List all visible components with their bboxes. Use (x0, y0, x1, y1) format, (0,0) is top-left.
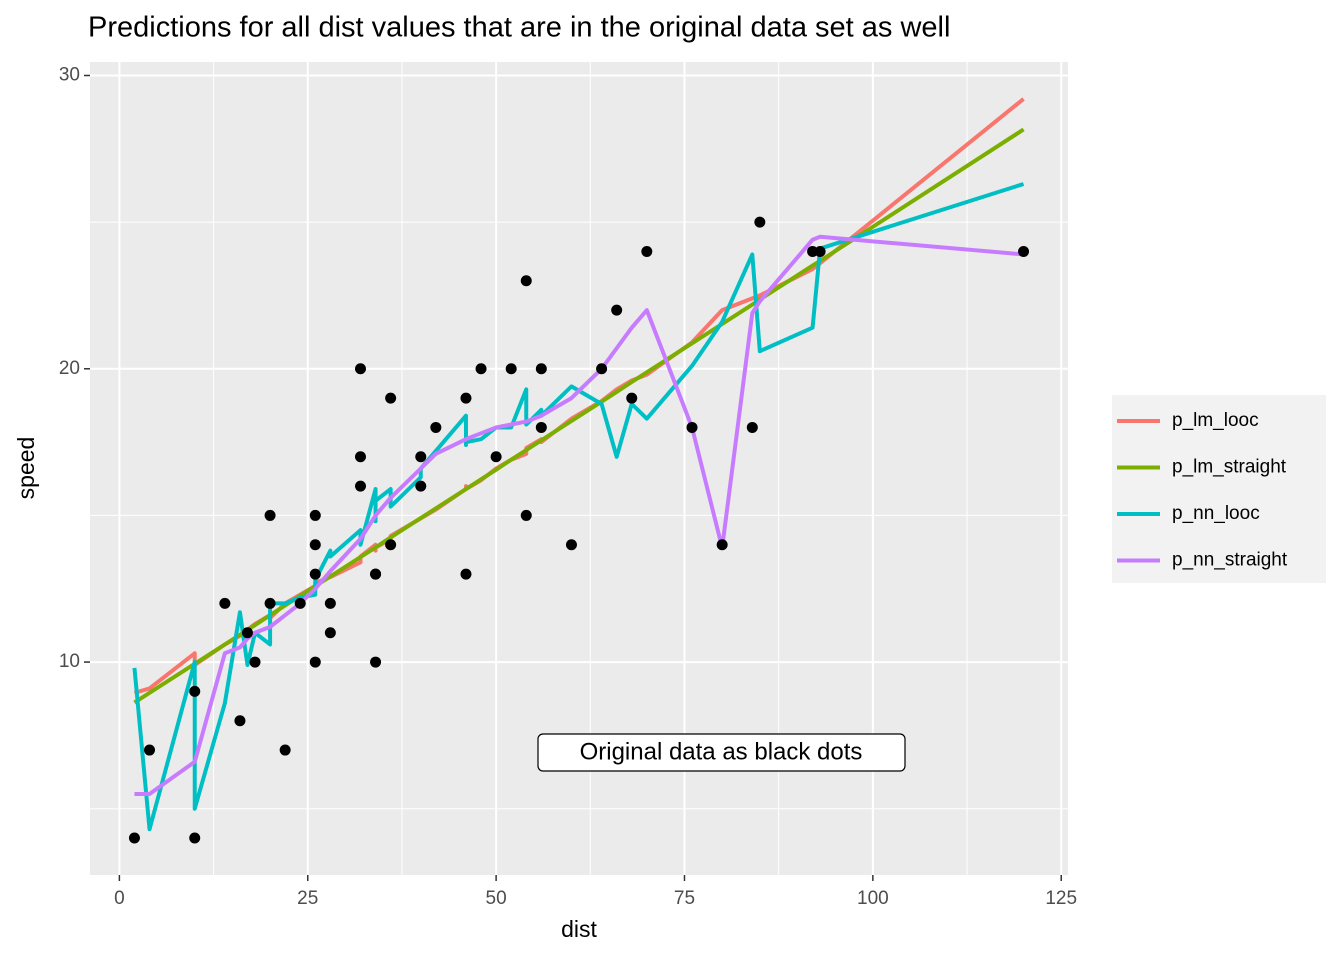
data-point (128, 832, 140, 844)
data-point (249, 656, 261, 668)
data-point (264, 597, 276, 609)
x-tick-label: 100 (857, 888, 889, 909)
data-point (324, 627, 336, 639)
chart-title: Predictions for all dist values that are… (88, 12, 950, 44)
data-point (430, 421, 442, 433)
data-point (686, 421, 698, 433)
data-point (189, 832, 201, 844)
data-point (385, 539, 397, 551)
data-point (490, 451, 502, 463)
data-point (264, 509, 276, 521)
data-point (641, 245, 653, 257)
data-point (415, 480, 427, 492)
data-point (279, 744, 291, 756)
data-point (309, 539, 321, 551)
data-point (520, 509, 532, 521)
y-axis-label: speed (13, 437, 39, 500)
data-point (385, 392, 397, 404)
x-axis-label: dist (561, 916, 597, 942)
data-point (746, 421, 758, 433)
data-point (807, 245, 819, 257)
data-point (294, 597, 306, 609)
data-point (505, 363, 517, 375)
data-point (475, 363, 487, 375)
data-point (241, 627, 253, 639)
data-point (754, 216, 766, 228)
data-point (535, 363, 547, 375)
data-point (189, 685, 201, 697)
x-tick-label: 25 (297, 888, 318, 909)
data-point (144, 744, 156, 756)
legend-label: p_nn_straight (1172, 550, 1288, 571)
data-point (535, 421, 547, 433)
data-point (814, 245, 826, 257)
x-tick-label: 0 (114, 888, 125, 909)
x-tick-label: 75 (674, 888, 695, 909)
data-point (626, 392, 638, 404)
data-point (1018, 245, 1030, 257)
y-tick-label: 20 (59, 358, 80, 379)
y-tick-label: 10 (59, 651, 80, 672)
legend-label: p_lm_looc (1172, 410, 1259, 431)
data-point (611, 304, 623, 316)
series-line (133, 127, 1025, 705)
annotation-box (537, 733, 906, 772)
data-point (309, 509, 321, 521)
data-point (565, 539, 577, 551)
data-point (415, 451, 427, 463)
x-tick-label: 50 (486, 888, 507, 909)
series-line (132, 182, 1025, 832)
data-point (324, 597, 336, 609)
data-point (716, 539, 728, 551)
legend (1112, 395, 1326, 583)
data-point (354, 451, 366, 463)
data-point (354, 363, 366, 375)
legend-label: p_lm_straight (1172, 457, 1287, 478)
annotation: Original data as black dots (580, 738, 863, 765)
data-point (460, 568, 472, 580)
data-point (370, 656, 382, 668)
legend-label: p_nn_looc (1172, 503, 1260, 524)
data-point (354, 480, 366, 492)
data-point (370, 568, 382, 580)
x-tick-label: 125 (1045, 888, 1077, 909)
data-point (219, 597, 231, 609)
y-tick-label: 30 (59, 65, 80, 86)
data-point (596, 363, 608, 375)
data-point (309, 568, 321, 580)
data-point (309, 656, 321, 668)
data-point (520, 275, 532, 287)
data-point (234, 715, 246, 727)
data-point (460, 392, 472, 404)
